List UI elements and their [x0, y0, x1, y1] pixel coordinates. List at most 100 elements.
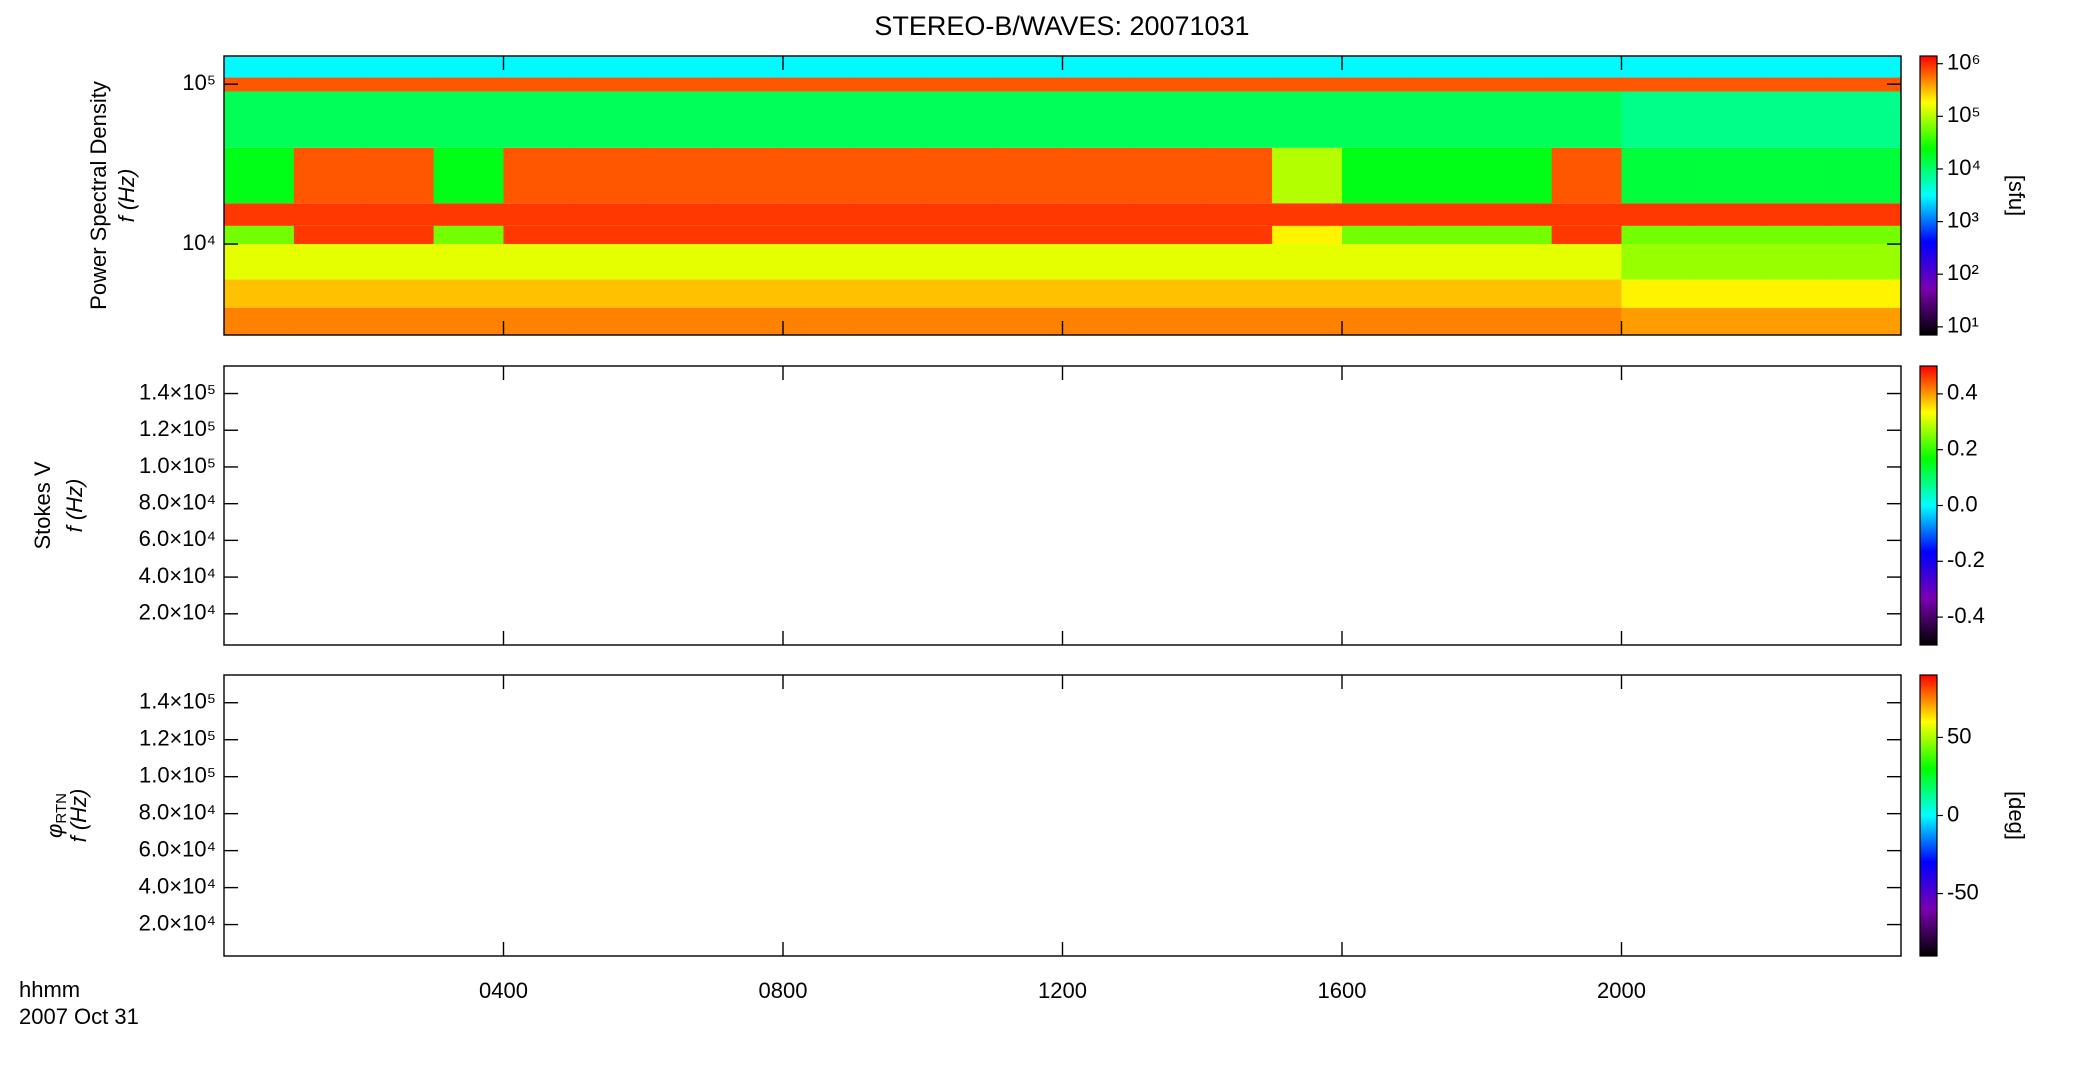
heatmap-cell: [363, 244, 435, 280]
heatmap-cell: [1831, 244, 1902, 280]
heatmap-cell: [1691, 91, 1762, 148]
heatmap-cell: [783, 203, 854, 226]
heatmap-cell: [433, 77, 504, 92]
heatmap-cell: [643, 244, 714, 280]
heatmap-cell: [224, 244, 295, 280]
heatmap-cell: [224, 279, 295, 308]
colorbar-tick-label: -0.2: [1947, 547, 1985, 572]
heatmap-cell: [1342, 203, 1413, 226]
heatmap-cell: [1621, 307, 1692, 335]
heatmap-cell: [1691, 77, 1762, 92]
heatmap-cell: [713, 279, 784, 308]
heatmap-cell: [992, 203, 1063, 226]
heatmap-cell: [783, 147, 854, 204]
heatmap-cell: [1831, 225, 1902, 245]
heatmap-cell: [1761, 225, 1832, 245]
y-axis-label: f (Hz): [62, 479, 87, 533]
colorbar-tick-label: -0.4: [1947, 603, 1985, 628]
heatmap-cell: [713, 307, 784, 335]
heatmap-cell: [1132, 244, 1203, 280]
heatmap-cell: [1062, 307, 1133, 335]
heatmap-cell: [1411, 279, 1483, 308]
heatmap-cell: [573, 307, 644, 335]
heatmap-cell: [433, 147, 504, 204]
heatmap-cell: [1831, 279, 1902, 308]
heatmap-cell: [992, 147, 1063, 204]
heatmap-cell: [1062, 279, 1133, 308]
heatmap-cell: [1062, 56, 1133, 78]
colorbar-tick-label: 10³: [1947, 207, 1979, 232]
heatmap-cell: [433, 279, 504, 308]
heatmap-cell: [852, 147, 924, 204]
heatmap-cell: [1132, 91, 1203, 148]
heatmap-cell: [713, 77, 784, 92]
heatmap-cell: [1342, 91, 1413, 148]
heatmap-cell: [1481, 77, 1553, 92]
heatmap-cell: [433, 225, 504, 245]
heatmap-cell: [1761, 244, 1832, 280]
heatmap-cell: [992, 91, 1063, 148]
heatmap-cell: [503, 203, 574, 226]
heatmap-cell: [1132, 77, 1203, 92]
heatmap-cell: [643, 91, 714, 148]
heatmap-cell: [1691, 203, 1762, 226]
heatmap-cell: [1831, 147, 1902, 204]
y-tick-label: 1.2×10⁵: [139, 726, 216, 751]
heatmap-cell: [1551, 244, 1622, 280]
heatmap-cell: [783, 225, 854, 245]
heatmap-cell: [992, 307, 1063, 335]
y-axis-label-subscript: RTN: [53, 793, 70, 824]
heatmap-cell: [573, 77, 644, 92]
heatmap-cell: [1062, 244, 1133, 280]
y-axis-label: f (Hz): [66, 789, 91, 843]
heatmap-cell: [643, 56, 714, 78]
heatmap-cell: [1411, 91, 1483, 148]
y-tick-label: 2.0×10⁴: [139, 910, 216, 935]
y-tick-label: 10⁵: [182, 70, 216, 95]
heatmap-cell: [992, 279, 1063, 308]
y-tick-label: 6.0×10⁴: [139, 526, 216, 551]
heatmap-cell: [852, 91, 924, 148]
heatmap-cell: [1691, 307, 1762, 335]
heatmap-cell: [1621, 91, 1692, 148]
heatmap-cell: [783, 56, 854, 78]
heatmap-cell: [1342, 307, 1413, 335]
heatmap-cell: [1272, 244, 1343, 280]
heatmap-cell: [713, 147, 784, 204]
heatmap-cell: [293, 203, 365, 226]
heatmap-cell: [503, 56, 574, 78]
heatmap-cell: [1272, 147, 1343, 204]
heatmap-cell: [1551, 77, 1622, 92]
heatmap-cell: [1342, 225, 1413, 245]
y-tick-label: 1.4×10⁵: [139, 689, 216, 714]
heatmap-cell: [1761, 91, 1832, 148]
heatmap-cell: [1062, 91, 1133, 148]
heatmap-cell: [852, 77, 924, 92]
heatmap-cell: [1342, 77, 1413, 92]
y-tick-label: 6.0×10⁴: [139, 836, 216, 861]
heatmap-cell: [643, 203, 714, 226]
plot-frame: [223, 674, 1902, 957]
heatmap-cell: [1621, 244, 1692, 280]
colorbar-tick-label: 0.4: [1947, 380, 1978, 405]
heatmap-cell: [713, 203, 784, 226]
heatmap-cell: [1481, 307, 1553, 335]
heatmap-cell: [1411, 307, 1483, 335]
heatmap-cell: [293, 307, 365, 335]
heatmap-cell: [1411, 225, 1483, 245]
heatmap-cell: [1761, 77, 1832, 92]
heatmap-cell: [1411, 244, 1483, 280]
heatmap-cell: [293, 77, 365, 92]
heatmap-cell: [1132, 203, 1203, 226]
y-tick-label: 1.0×10⁵: [139, 453, 216, 478]
heatmap-cell: [1202, 56, 1273, 78]
y-axis-label: f (Hz): [114, 169, 139, 223]
colorbar-tick-label: 10²: [1947, 260, 1979, 285]
y-tick-label: 8.0×10⁴: [139, 489, 216, 514]
heatmap-cell: [643, 77, 714, 92]
heatmap-cell: [1621, 203, 1692, 226]
heatmap-cell: [293, 279, 365, 308]
y-axis-label: Power Spectral Density: [86, 81, 111, 310]
heatmap-cell: [992, 244, 1063, 280]
